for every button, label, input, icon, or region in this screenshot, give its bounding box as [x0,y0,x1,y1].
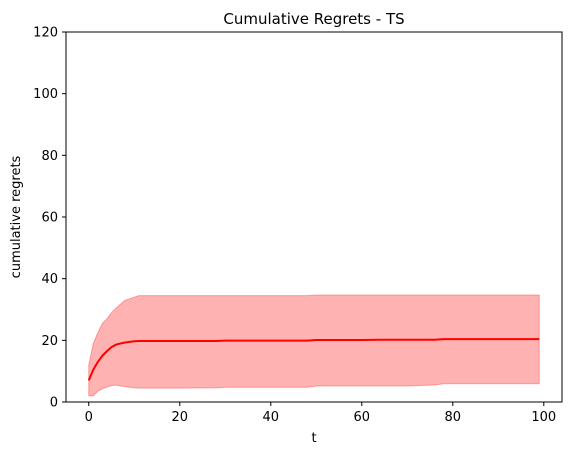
y-axis: 0 20 40 60 80 100 120 [33,26,66,411]
x-tick-label: 60 [354,410,371,425]
plot-area [87,294,540,397]
x-tick-label: 80 [445,410,462,425]
y-tick-label: 60 [41,211,58,226]
y-tick-label: 120 [33,26,58,41]
confidence-band [88,294,540,397]
x-axis: 0 20 40 60 80 100 [85,402,556,425]
x-axis-label: t [311,431,316,446]
y-tick-label: 100 [33,87,58,102]
x-tick-label: 100 [531,410,556,425]
chart-title: Cumulative Regrets - TS [223,10,404,28]
series-line [87,338,540,381]
y-tick-label: 80 [41,149,58,164]
y-axis-label: cumulative regrets [9,155,24,278]
x-tick-label: 20 [171,410,188,425]
y-tick-label: 0 [50,396,58,411]
x-tick-label: 0 [85,410,93,425]
x-tick-label: 40 [262,410,279,425]
y-tick-label: 20 [41,334,58,349]
y-tick-label: 40 [41,272,58,287]
